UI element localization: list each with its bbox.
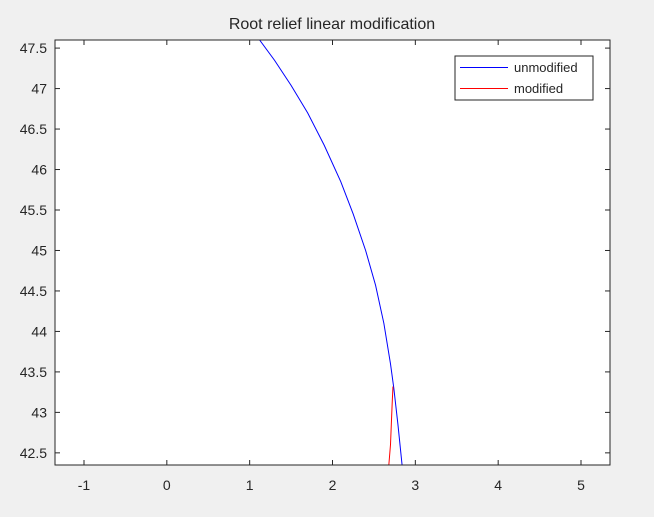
x-tick-label: 5 [577,477,585,493]
y-tick-label: 43 [31,404,47,420]
y-tick-label: 46.5 [20,121,47,137]
y-tick-label: 45.5 [20,202,47,218]
series-layer [259,40,403,465]
x-tick-label: 0 [163,477,171,493]
plot-box [54,39,611,466]
y-tick-label: 46 [31,162,47,178]
x-tick-label: 1 [246,477,254,493]
y-tick-label: 42.5 [20,445,47,461]
legend-label-modified: modified [514,81,563,96]
y-tick-label: 43.5 [20,364,47,380]
y-tick-label: 47 [31,81,47,97]
x-tick-label: 3 [411,477,419,493]
y-tick-label: 44 [31,323,47,339]
x-tick-label: 2 [329,477,337,493]
legend: unmodified modified [454,55,594,101]
plot-area [55,40,610,465]
series-line-modified [388,386,394,465]
y-tick-label: 44.5 [20,283,47,299]
chart-title: Root relief linear modification [229,16,435,33]
legend-label-unmodified: unmodified [514,60,578,75]
axis-layer: -1 0 1 2 3 4 542.54343.54444.54545.54646.54747… [20,40,610,493]
series-line-unmodified [259,40,403,465]
legend-box [454,55,594,101]
x-tick-label: -1 [78,477,91,493]
y-tick-label: 45 [31,242,47,258]
x-tick-label: 4 [494,477,502,493]
y-tick-label: 47.5 [20,40,47,56]
